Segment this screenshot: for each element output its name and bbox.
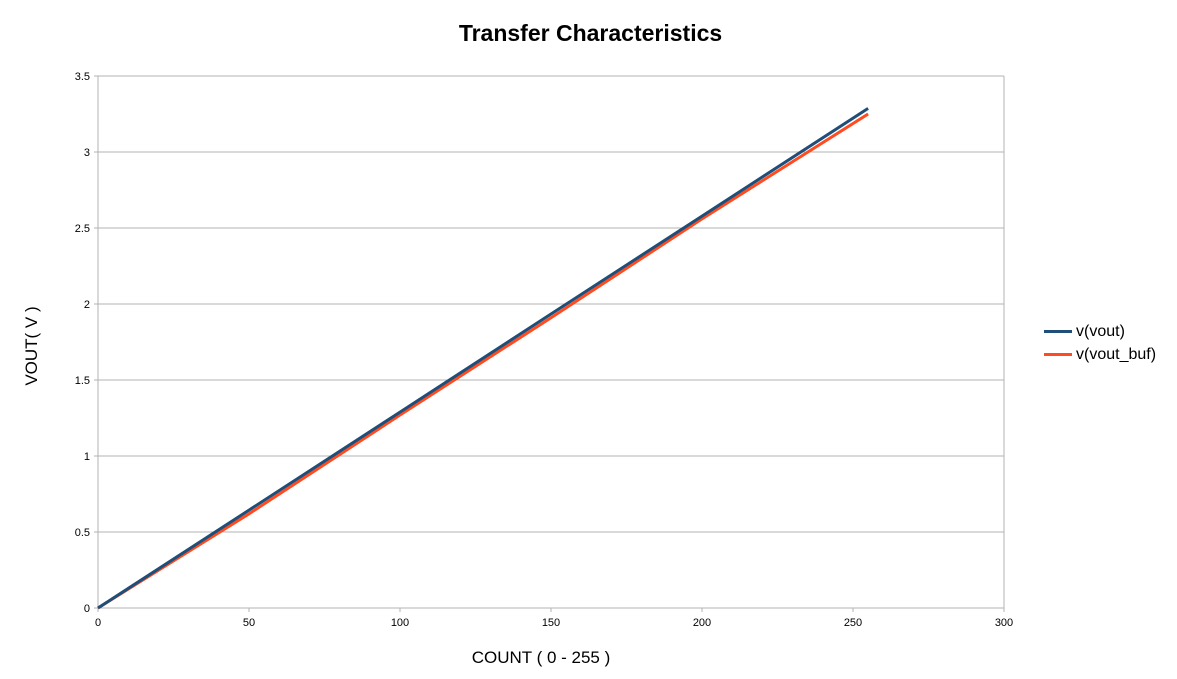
y-tick-label: 0.5	[75, 527, 90, 539]
x-tick-label: 150	[542, 617, 560, 629]
y-tick-label: 3	[84, 147, 90, 159]
y-tick-label: 3.5	[75, 71, 90, 83]
series-line-vout-buf	[97, 112, 869, 610]
x-tick-label: 100	[391, 617, 409, 629]
legend: v(vout) v(vout_buf)	[1044, 320, 1156, 366]
x-axis-title: COUNT ( 0 - 255 )	[471, 648, 611, 667]
y-axis-title: VOUT( V )	[22, 306, 41, 386]
series-line-vout	[97, 107, 869, 610]
y-tick-label: 2.5	[75, 223, 90, 235]
x-tick-label: 200	[693, 617, 711, 629]
x-tick-label: 0	[95, 617, 101, 629]
x-tick-label: 300	[995, 617, 1013, 629]
legend-label-vout: v(vout)	[1076, 322, 1125, 340]
chart-title: Transfer Characteristics	[458, 20, 723, 46]
legend-item-vout: v(vout)	[1044, 320, 1156, 343]
y-tick-label: 1.5	[75, 375, 90, 387]
legend-swatch-vout	[1044, 330, 1072, 333]
y-tick-label: 1	[84, 451, 90, 463]
x-tick-label: 50	[243, 617, 255, 629]
y-tick-label: 0	[84, 603, 90, 615]
legend-item-vout-buf: v(vout_buf)	[1044, 343, 1156, 366]
y-tick-label: 2	[84, 299, 90, 311]
legend-label-vout-buf: v(vout_buf)	[1076, 345, 1157, 363]
legend-swatch-vout-buf	[1044, 353, 1072, 356]
x-tick-label: 250	[844, 617, 862, 629]
